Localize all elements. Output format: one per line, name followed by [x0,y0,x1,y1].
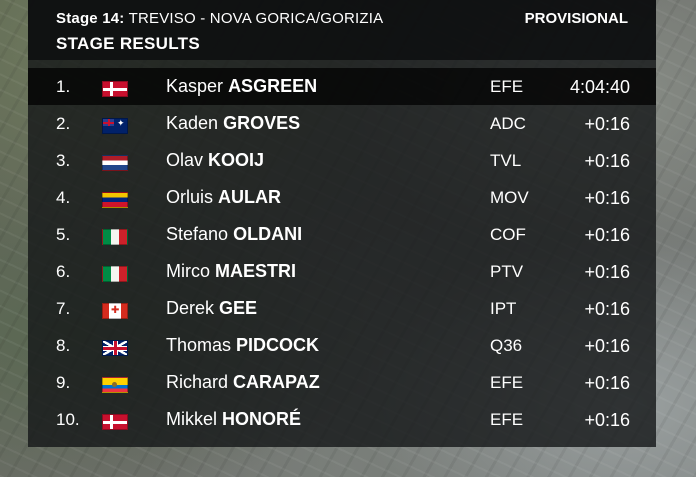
team-code: ADC [490,114,526,133]
ecuador-flag-icon [102,377,128,393]
table-row: 10. Mikkel HONORÉ EFE +0:16 [28,401,656,438]
team-code: EFE [490,410,524,429]
table-row: 5. Stefano OLDANI COF +0:16 [28,216,656,253]
team-code: TVL [490,151,522,170]
position: 2. [56,114,71,133]
rider-first-name: Kaden [166,113,219,133]
rider-first-name: Stefano [166,224,229,244]
table-row: 3. Olav KOOIJ TVL +0:16 [28,142,656,179]
rider-first-name: Kasper [166,76,224,96]
canada-flag-icon [102,303,128,319]
position: 4. [56,188,71,207]
finish-time: +0:16 [584,373,630,393]
team-code: PTV [490,262,524,281]
rider-name: Kasper ASGREEN [166,76,317,97]
denmark-flag-icon [102,414,128,430]
table-row: 9. Richard CARAPAZ EFE +0:16 [28,364,656,401]
table-row: 1. Kasper ASGREEN EFE 4:04:40 [28,68,656,105]
netherlands-flag-icon [102,155,128,171]
rider-first-name: Orluis [166,187,214,207]
position: 5. [56,225,71,244]
table-row: 8. Thomas PIDCOCK Q36 +0:16 [28,327,656,364]
stage-number: Stage 14: [56,10,125,27]
team-code: EFE [490,373,524,392]
stage-route: TREVISO - NOVA GORICA/GORIZIA [128,10,384,27]
rider-name: Kaden GROVES [166,113,300,134]
results-header: Stage 14: TREVISO - NOVA GORICA/GORIZIA … [28,0,656,60]
rider-last-name: CARAPAZ [233,372,320,392]
italy-flag-icon [102,229,128,245]
rider-first-name: Derek [166,298,215,318]
stage-info: Stage 14: TREVISO - NOVA GORICA/GORIZIA [56,10,383,27]
rider-name: Olav KOOIJ [166,150,264,171]
team-code: COF [490,225,526,244]
rider-first-name: Olav [166,150,204,170]
australia-flag-icon [102,118,128,134]
team-code: EFE [490,77,524,96]
rider-last-name: OLDANI [233,224,303,244]
rider-name: Mirco MAESTRI [166,261,296,282]
italy-flag-icon [102,266,128,282]
position: 3. [56,151,71,170]
table-row: 2. Kaden GROVES ADC +0:16 [28,105,656,142]
position: 7. [56,299,71,318]
great-britain-flag-icon [102,340,128,356]
position: 9. [56,373,71,392]
page-title: STAGE RESULTS [56,34,201,53]
finish-time: +0:16 [584,151,630,171]
rider-name: Thomas PIDCOCK [166,335,319,356]
rider-name: Derek GEE [166,298,257,319]
position: 10. [56,410,80,429]
rider-last-name: GROVES [223,113,301,133]
table-row: 7. Derek GEE IPT +0:16 [28,290,656,327]
table-row: 4. Orluis AULAR MOV +0:16 [28,179,656,216]
finish-time: +0:16 [584,188,630,208]
team-code: MOV [490,188,529,207]
rider-last-name: HONORÉ [222,409,302,429]
rider-last-name: MAESTRI [215,261,297,281]
table-row: 6. Mirco MAESTRI PTV +0:16 [28,253,656,290]
rider-name: Richard CARAPAZ [166,372,320,393]
rider-name: Orluis AULAR [166,187,281,208]
finish-time: +0:16 [584,410,630,430]
rider-last-name: AULAR [218,187,282,207]
rider-name: Mikkel HONORÉ [166,409,301,430]
position: 1. [56,77,71,96]
finish-time: +0:16 [584,336,630,356]
rider-last-name: PIDCOCK [236,335,320,355]
rider-first-name: Thomas [166,335,232,355]
results-panel: Stage 14: TREVISO - NOVA GORICA/GORIZIA … [28,0,656,447]
team-code: IPT [490,299,517,318]
denmark-flag-icon [102,81,128,97]
rider-last-name: ASGREEN [228,76,318,96]
position: 6. [56,262,71,281]
status-badge: PROVISIONAL [524,10,628,27]
venezuela-flag-icon [102,192,128,208]
rider-first-name: Mirco [166,261,210,281]
rider-name: Stefano OLDANI [166,224,302,245]
finish-time: +0:16 [584,114,630,134]
position: 8. [56,336,71,355]
finish-time: +0:16 [584,225,630,245]
rider-first-name: Richard [166,372,229,392]
rider-last-name: GEE [219,298,258,318]
finish-time: 4:04:40 [569,77,630,97]
finish-time: +0:16 [584,299,630,319]
team-code: Q36 [490,336,523,355]
finish-time: +0:16 [584,262,630,282]
rider-last-name: KOOIJ [208,150,265,170]
rider-first-name: Mikkel [166,409,218,429]
